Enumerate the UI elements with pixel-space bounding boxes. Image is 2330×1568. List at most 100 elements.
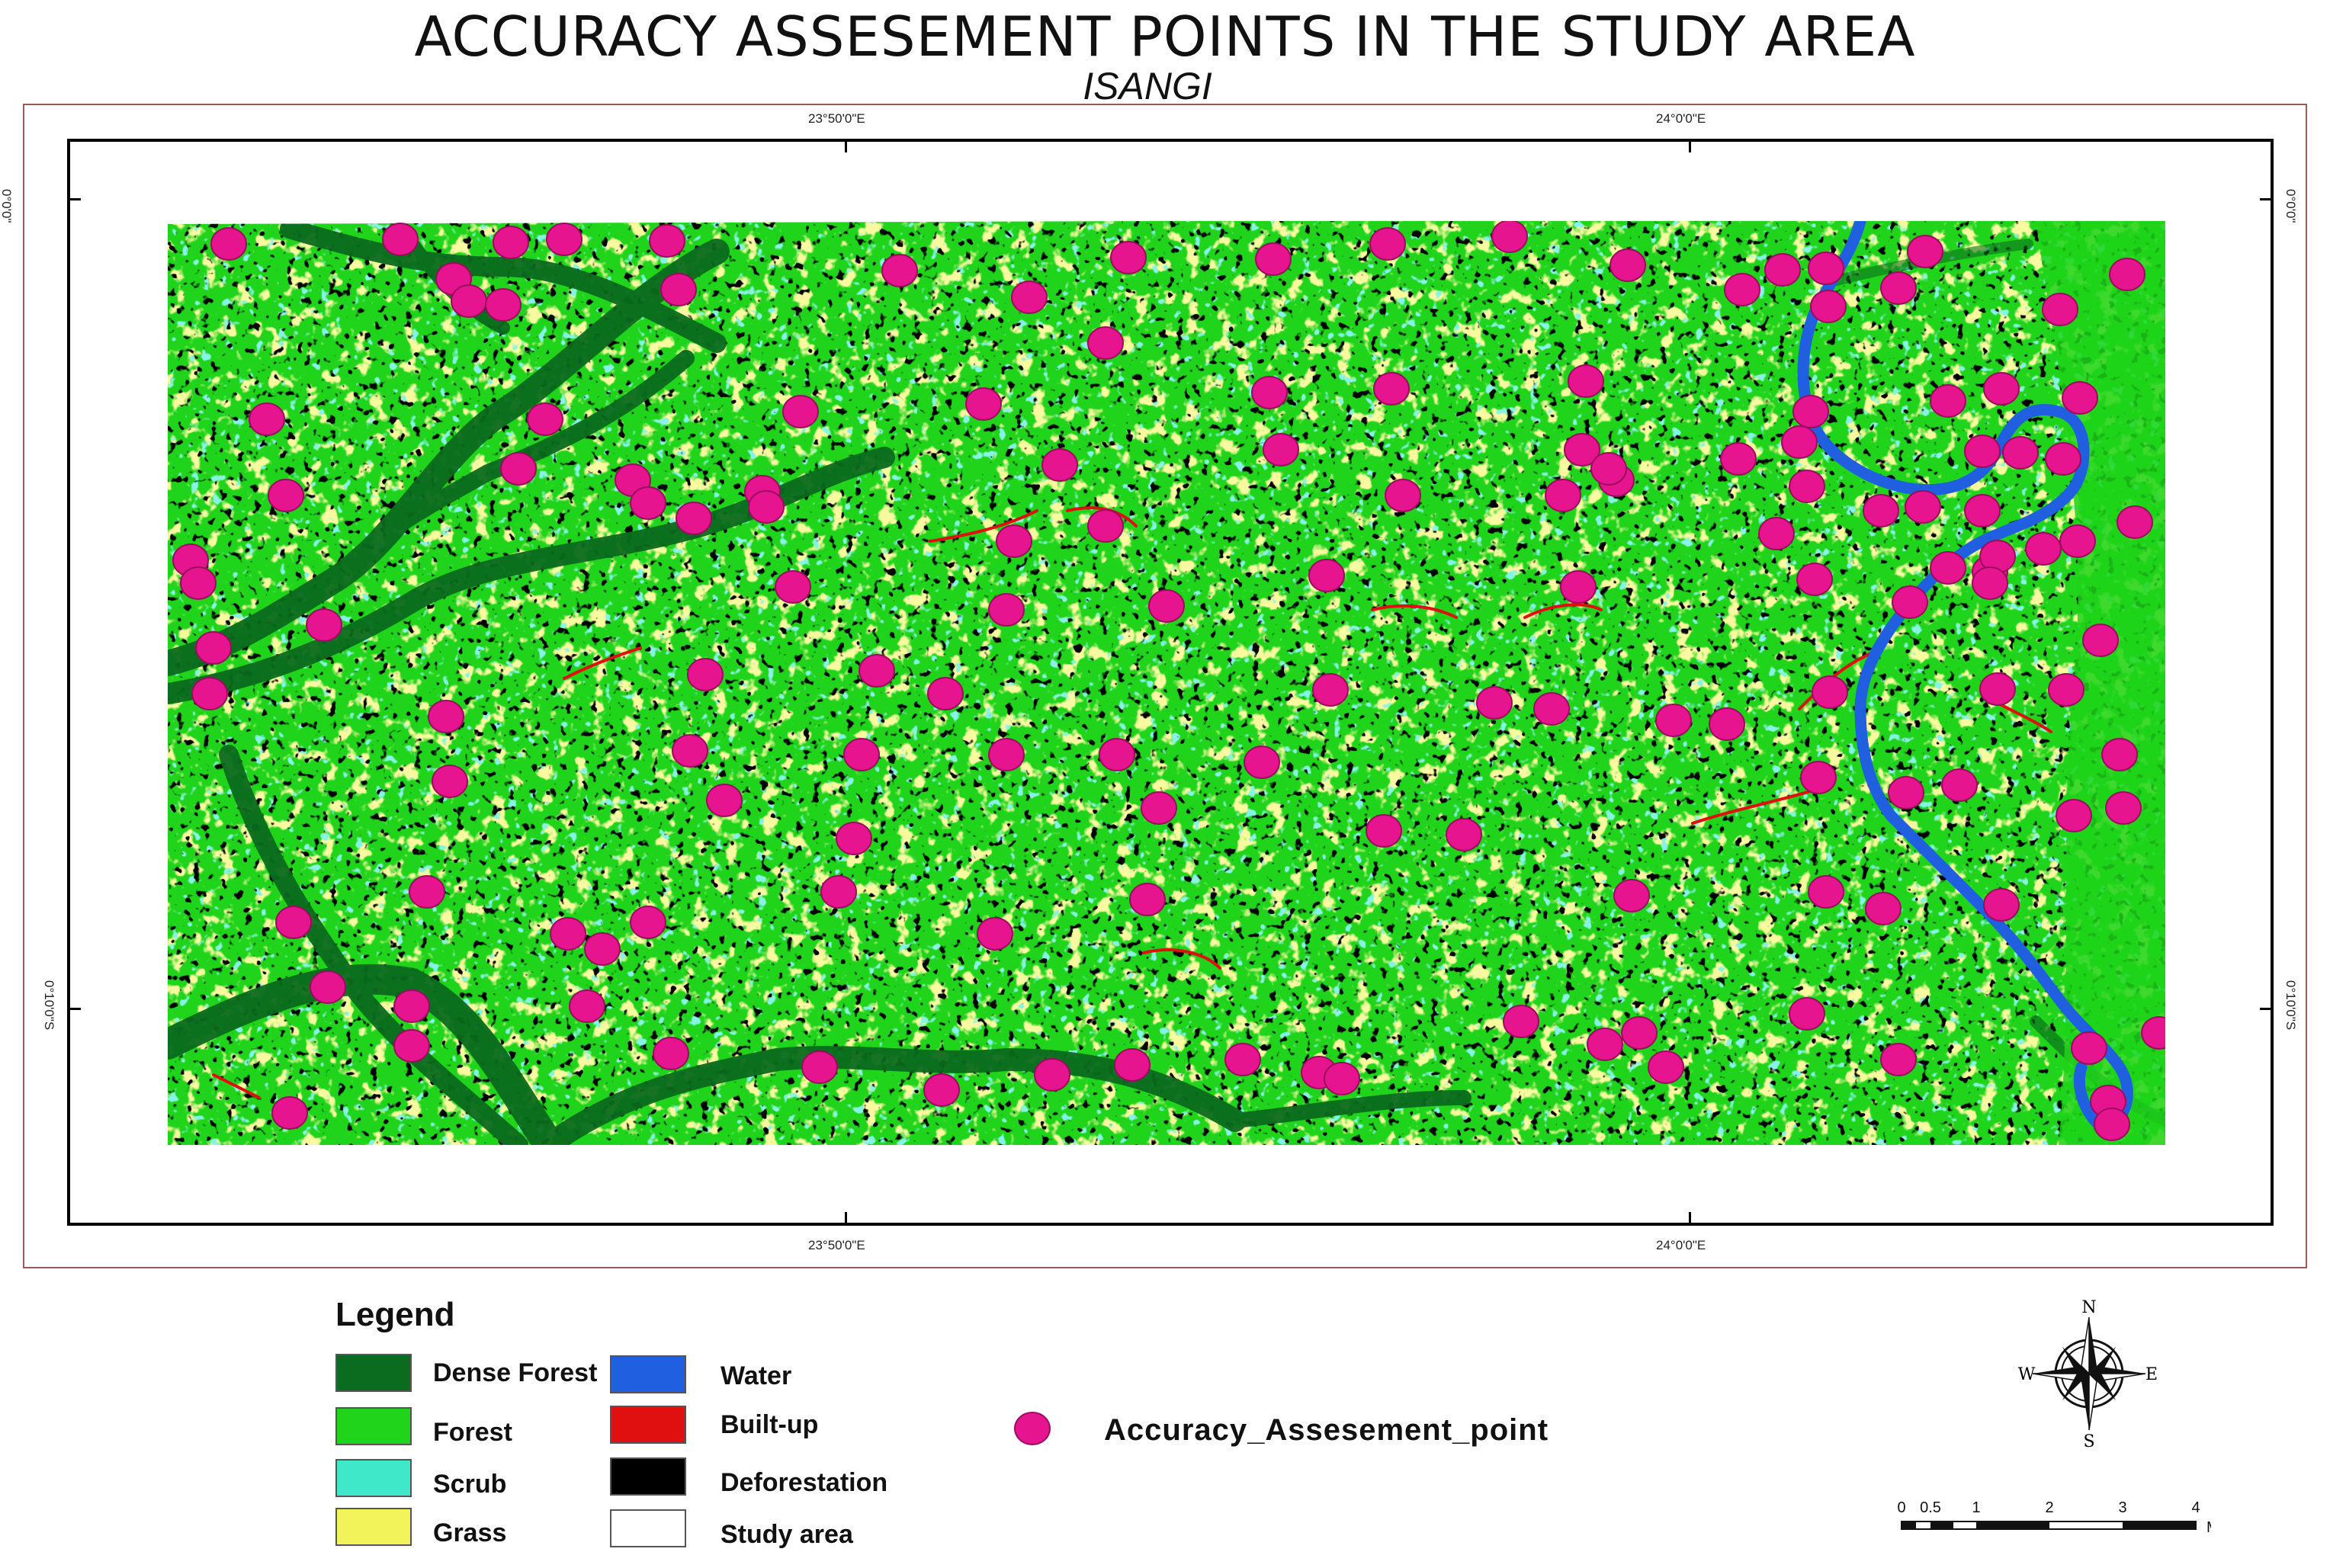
accuracy-point[interactable]: [836, 822, 872, 855]
accuracy-point[interactable]: [1709, 707, 1745, 741]
accuracy-point[interactable]: [1888, 776, 1924, 810]
accuracy-point[interactable]: [649, 224, 685, 258]
accuracy-point[interactable]: [927, 677, 964, 710]
accuracy-point[interactable]: [569, 989, 605, 1023]
accuracy-point[interactable]: [432, 765, 468, 798]
accuracy-point[interactable]: [1964, 494, 2001, 527]
accuracy-point[interactable]: [2002, 436, 2039, 470]
accuracy-point[interactable]: [1446, 818, 1482, 851]
accuracy-point[interactable]: [977, 917, 1013, 951]
accuracy-point[interactable]: [2062, 381, 2098, 415]
accuracy-point[interactable]: [2117, 505, 2153, 539]
accuracy-point[interactable]: [1979, 672, 2016, 706]
accuracy-point[interactable]: [2101, 738, 2138, 771]
accuracy-point[interactable]: [527, 402, 563, 436]
accuracy-point[interactable]: [1110, 241, 1147, 274]
accuracy-point[interactable]: [180, 566, 217, 600]
accuracy-point[interactable]: [451, 284, 487, 318]
accuracy-point[interactable]: [275, 906, 312, 939]
accuracy-point[interactable]: [1087, 326, 1124, 360]
accuracy-point[interactable]: [630, 486, 666, 520]
accuracy-point[interactable]: [1808, 875, 1844, 909]
accuracy-point[interactable]: [1789, 997, 1825, 1031]
accuracy-point[interactable]: [1789, 470, 1825, 503]
accuracy-point[interactable]: [1041, 448, 1078, 482]
accuracy-point[interactable]: [1609, 249, 1646, 282]
accuracy-point[interactable]: [988, 593, 1025, 627]
accuracy-point[interactable]: [1148, 589, 1185, 623]
accuracy-point[interactable]: [1880, 271, 1917, 305]
accuracy-point[interactable]: [988, 738, 1025, 771]
accuracy-point[interactable]: [1491, 221, 1528, 253]
accuracy-point[interactable]: [1880, 1043, 1917, 1076]
accuracy-point[interactable]: [1764, 253, 1801, 287]
accuracy-point[interactable]: [1366, 814, 1402, 848]
accuracy-point[interactable]: [1865, 892, 1902, 925]
accuracy-point[interactable]: [2025, 532, 2062, 566]
accuracy-point[interactable]: [782, 395, 819, 428]
accuracy-point[interactable]: [1533, 692, 1570, 726]
accuracy-point[interactable]: [1808, 252, 1844, 285]
accuracy-point[interactable]: [1373, 372, 1410, 406]
accuracy-point[interactable]: [1312, 673, 1349, 707]
accuracy-point[interactable]: [1087, 509, 1124, 543]
accuracy-point[interactable]: [1308, 559, 1345, 592]
accuracy-point[interactable]: [1587, 1028, 1623, 1061]
accuracy-point[interactable]: [210, 227, 247, 261]
accuracy-point[interactable]: [687, 658, 724, 691]
accuracy-point[interactable]: [382, 223, 419, 256]
accuracy-point[interactable]: [268, 479, 304, 512]
accuracy-point[interactable]: [1613, 879, 1650, 912]
accuracy-point[interactable]: [195, 631, 232, 665]
accuracy-point[interactable]: [191, 677, 228, 710]
accuracy-point[interactable]: [630, 906, 666, 939]
accuracy-point[interactable]: [306, 608, 342, 642]
accuracy-point[interactable]: [500, 452, 537, 486]
accuracy-point[interactable]: [1385, 479, 1421, 512]
accuracy-point[interactable]: [1781, 425, 1818, 459]
accuracy-point[interactable]: [1476, 686, 1513, 720]
accuracy-point[interactable]: [1244, 746, 1280, 779]
accuracy-point[interactable]: [393, 989, 430, 1023]
accuracy-point[interactable]: [1129, 883, 1166, 916]
accuracy-point[interactable]: [1810, 290, 1847, 323]
accuracy-point[interactable]: [706, 784, 743, 817]
accuracy-point[interactable]: [2094, 1108, 2130, 1141]
accuracy-point[interactable]: [1964, 434, 2001, 468]
accuracy-point[interactable]: [1560, 570, 1597, 604]
accuracy-point[interactable]: [775, 570, 811, 604]
accuracy-point[interactable]: [1983, 372, 2020, 406]
accuracy-point[interactable]: [310, 970, 346, 1004]
accuracy-point[interactable]: [996, 524, 1032, 558]
accuracy-point[interactable]: [249, 402, 285, 436]
accuracy-point[interactable]: [923, 1073, 960, 1107]
accuracy-point[interactable]: [1324, 1062, 1360, 1095]
accuracy-point[interactable]: [1224, 1043, 1261, 1076]
accuracy-point[interactable]: [1545, 479, 1581, 512]
accuracy-point[interactable]: [1648, 1050, 1684, 1084]
accuracy-point[interactable]: [2042, 293, 2078, 326]
accuracy-point[interactable]: [1796, 563, 1833, 596]
accuracy-point[interactable]: [1930, 551, 1966, 585]
accuracy-point[interactable]: [409, 875, 445, 909]
accuracy-point[interactable]: [1114, 1048, 1151, 1082]
accuracy-point[interactable]: [271, 1096, 308, 1130]
accuracy-point[interactable]: [748, 490, 785, 524]
accuracy-point[interactable]: [1263, 433, 1299, 467]
accuracy-point[interactable]: [1590, 452, 1627, 486]
accuracy-point[interactable]: [1720, 442, 1757, 476]
accuracy-point[interactable]: [1011, 281, 1048, 314]
accuracy-point[interactable]: [584, 932, 621, 966]
accuracy-point[interactable]: [1568, 364, 1604, 398]
accuracy-point[interactable]: [1758, 517, 1795, 550]
accuracy-point[interactable]: [1972, 566, 2008, 600]
accuracy-point[interactable]: [820, 875, 857, 909]
accuracy-point[interactable]: [1863, 494, 1899, 527]
accuracy-point[interactable]: [2109, 258, 2145, 291]
accuracy-point[interactable]: [1930, 384, 1966, 418]
accuracy-point[interactable]: [801, 1050, 838, 1084]
accuracy-point[interactable]: [428, 700, 464, 733]
accuracy-point[interactable]: [1812, 675, 1848, 709]
accuracy-point[interactable]: [672, 734, 708, 768]
accuracy-point[interactable]: [1907, 235, 1943, 268]
